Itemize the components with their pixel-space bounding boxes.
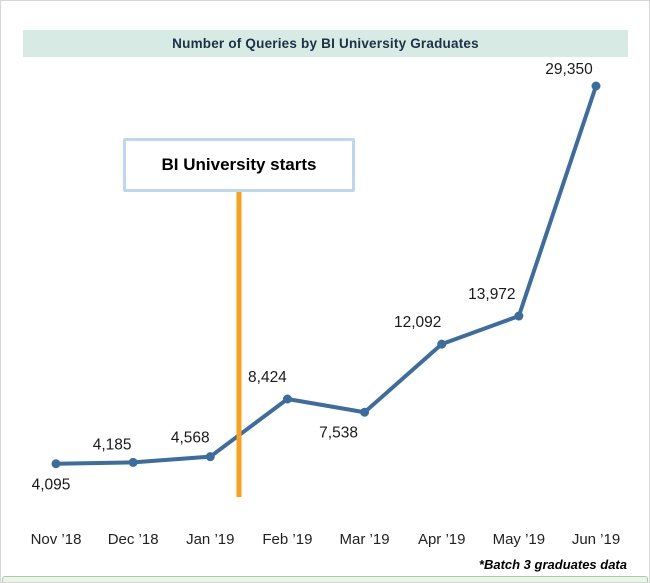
data-point-5 — [437, 339, 447, 349]
x-axis-label-3: Feb ’19 — [262, 531, 312, 548]
footnote: *Batch 3 graduates data — [478, 557, 627, 572]
x-axis-label-0: Nov ’18 — [31, 531, 82, 548]
x-axis-label-5: Apr ’19 — [418, 531, 466, 548]
data-point-0 — [51, 459, 61, 469]
bottom-strip — [2, 576, 648, 582]
value-label-6: 13,972 — [468, 286, 515, 303]
value-label-4: 7,538 — [319, 424, 358, 441]
x-axis-label-4: Mar ’19 — [340, 531, 390, 548]
x-axis-label-1: Dec ’18 — [108, 531, 159, 548]
value-label-5: 12,092 — [394, 314, 441, 331]
data-point-7 — [591, 81, 601, 91]
data-point-2 — [205, 452, 215, 462]
x-axis-label-6: May ’19 — [493, 531, 546, 548]
data-point-1 — [128, 457, 138, 467]
value-label-7: 29,350 — [545, 61, 593, 78]
data-point-4 — [360, 407, 370, 417]
data-point-6 — [514, 311, 524, 321]
value-label-3: 8,424 — [248, 369, 287, 386]
annotation-label: BI University starts — [161, 155, 317, 174]
value-label-2: 4,568 — [171, 430, 210, 447]
value-label-0: 4,095 — [32, 477, 71, 494]
annotation-box: BI University starts — [123, 138, 355, 192]
x-axis-label-7: Jun ’19 — [572, 531, 620, 548]
x-axis-label-2: Jan ’19 — [186, 531, 234, 548]
value-label-1: 4,185 — [93, 436, 132, 453]
series-line — [54, 84, 598, 466]
data-point-3 — [282, 394, 292, 404]
chart-title: Number of Queries by BI University Gradu… — [23, 30, 628, 57]
